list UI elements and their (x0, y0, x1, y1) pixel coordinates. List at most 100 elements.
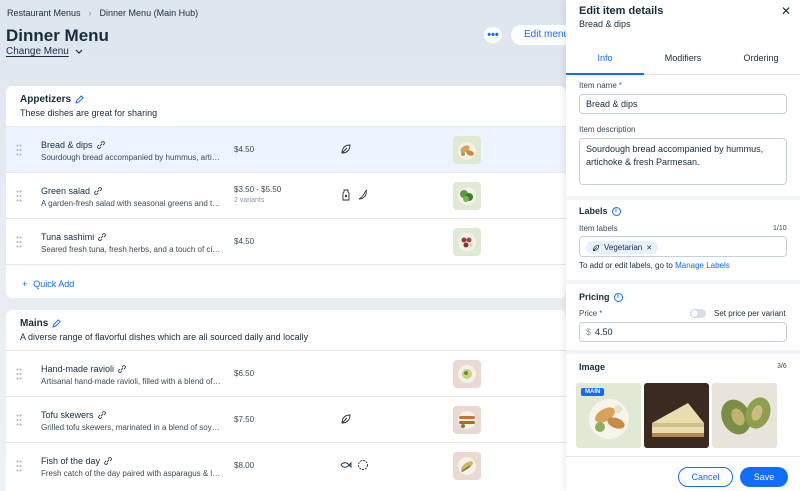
table-row[interactable]: Tuna sashimi Seared fresh tuna, fresh he… (6, 218, 566, 264)
chevron-right-icon: › (88, 8, 92, 18)
item-description: Sourdough bread accompanied by hummus, a… (41, 153, 221, 162)
table-row[interactable]: Bread & dips Sourdough bread accompanied… (6, 126, 566, 172)
item-labels (340, 189, 369, 201)
save-button[interactable]: Save (740, 467, 788, 487)
required-asterisk: * (618, 81, 622, 90)
close-icon[interactable]: ✕ (780, 4, 792, 18)
menu-editor: Restaurant Menus › Dinner Menu (Main Hub… (0, 0, 566, 491)
labels-title: Labels i (579, 206, 621, 216)
item-thumbnail[interactable] (453, 360, 481, 388)
item-name: Bread & dips (41, 140, 105, 150)
section-header: Appetizers These dishes are great for sh… (6, 86, 566, 126)
image-tile-main[interactable]: MAIN (576, 383, 641, 448)
bread-image (453, 136, 481, 164)
tab-info[interactable]: Info (566, 48, 644, 75)
item-description-input[interactable]: Sourdough bread accompanied by hummus, a… (579, 138, 787, 185)
cancel-button[interactable]: Cancel (678, 467, 733, 487)
remove-tag-icon[interactable]: ✕ (646, 244, 653, 252)
price-input[interactable]: $ 4.50 (579, 322, 787, 342)
manage-labels-link[interactable]: Manage Labels (675, 261, 730, 270)
link-icon[interactable] (96, 141, 105, 149)
artichoke-image (712, 383, 777, 448)
price-per-variant-label: Set price per variant (714, 309, 786, 318)
item-labels-label: Item labels (579, 224, 618, 233)
item-name: Tuna sashimi (41, 232, 107, 242)
pencil-icon[interactable] (75, 95, 84, 104)
section-description: A diverse range of flavorful dishes whic… (20, 332, 309, 342)
pricing-title: Pricing i (579, 292, 623, 302)
image-tile[interactable] (712, 383, 777, 448)
table-row[interactable]: Hand-made ravioli Artisanal hand-made ra… (6, 350, 566, 396)
item-name-label-text: Item name (579, 81, 617, 90)
shell-icon (358, 460, 368, 470)
price-per-variant-toggle[interactable] (690, 309, 706, 318)
info-icon[interactable]: i (611, 206, 621, 216)
breadcrumb-root[interactable]: Restaurant Menus (7, 8, 81, 18)
fish-icon (340, 461, 352, 469)
pencil-icon[interactable] (52, 319, 62, 328)
item-thumbnail[interactable] (453, 452, 481, 480)
link-icon[interactable] (118, 365, 126, 373)
item-name-text: Bread & dips (41, 140, 93, 150)
image-tile[interactable] (644, 383, 709, 448)
item-description-label: Item description (579, 125, 636, 134)
item-labels (340, 459, 369, 471)
pricing-block: Pricing i Price * Set price per variant $… (566, 284, 800, 350)
item-name-input[interactable]: Bread & dips (579, 94, 787, 114)
item-name-text: Hand-made ravioli (41, 364, 115, 374)
table-row[interactable]: Green salad A garden-fresh salad with se… (6, 172, 566, 218)
label-tag: Vegetarian ✕ (586, 241, 659, 254)
item-thumbnail[interactable] (453, 406, 481, 434)
drag-handle-icon[interactable] (16, 460, 22, 472)
change-menu-dropdown[interactable]: Change Menu (6, 46, 83, 57)
item-name-text: Green salad (41, 186, 91, 196)
item-description: Seared fresh tuna, fresh herbs, and a to… (41, 245, 221, 254)
link-icon[interactable] (98, 233, 107, 241)
item-name-text: Tuna sashimi (41, 232, 95, 242)
item-name: Tofu skewers (41, 410, 106, 420)
drag-handle-icon[interactable] (16, 190, 22, 202)
item-name: Fish of the day (41, 456, 112, 466)
edit-menu-button[interactable]: Edit menu (511, 25, 566, 45)
section-header: Mains A diverse range of flavorful dishe… (6, 310, 566, 350)
item-labels-input[interactable]: Vegetarian ✕ (579, 236, 787, 257)
item-thumbnail[interactable] (453, 182, 481, 210)
quick-add-row: + Quick Add (6, 264, 566, 298)
drag-handle-icon[interactable] (16, 236, 22, 248)
drag-handle-icon[interactable] (16, 368, 22, 380)
item-name: Green salad (41, 186, 102, 196)
info-icon[interactable]: i (613, 292, 623, 302)
item-thumbnail[interactable] (453, 136, 481, 164)
link-icon[interactable] (94, 187, 102, 195)
label-tag-text: Vegetarian (604, 243, 643, 252)
link-icon[interactable] (104, 457, 112, 465)
panel-subtitle: Bread & dips (579, 19, 631, 29)
item-price: $4.50 (234, 237, 255, 246)
tab-ordering[interactable]: Ordering (743, 53, 779, 63)
table-row[interactable]: Fish of the day Fresh catch of the day p… (6, 442, 566, 488)
item-name-text: Tofu skewers (41, 410, 94, 420)
breadcrumb-current: Dinner Menu (Main Hub) (99, 8, 199, 18)
chili-icon (358, 189, 368, 200)
leaf-icon (592, 244, 600, 251)
chevron-down-icon (75, 49, 83, 54)
item-thumbnail[interactable] (453, 228, 481, 256)
sashimi-image (453, 228, 481, 256)
drag-handle-icon[interactable] (16, 144, 22, 156)
section-appetizers: Appetizers These dishes are great for sh… (6, 86, 566, 298)
more-actions-button[interactable]: ••• (484, 27, 502, 43)
item-price: $7.50 (234, 415, 255, 424)
cheesecake-image (644, 383, 709, 448)
drag-handle-icon[interactable] (16, 414, 22, 426)
link-icon[interactable] (97, 411, 106, 419)
quick-add-button[interactable]: + Quick Add (22, 279, 74, 289)
breadcrumb: Restaurant Menus › Dinner Menu (Main Hub… (7, 8, 198, 18)
section-title-text: Mains (20, 318, 49, 329)
salad-image (453, 182, 481, 210)
labels-counter: 1/10 (773, 225, 787, 232)
panel-tabs: Info Modifiers Ordering (566, 48, 800, 75)
tab-modifiers[interactable]: Modifiers (664, 53, 702, 63)
table-row[interactable]: Tofu skewers Grilled tofu skewers, marin… (6, 396, 566, 442)
page-title: Dinner Menu (6, 26, 109, 45)
image-title: Image (579, 362, 606, 372)
